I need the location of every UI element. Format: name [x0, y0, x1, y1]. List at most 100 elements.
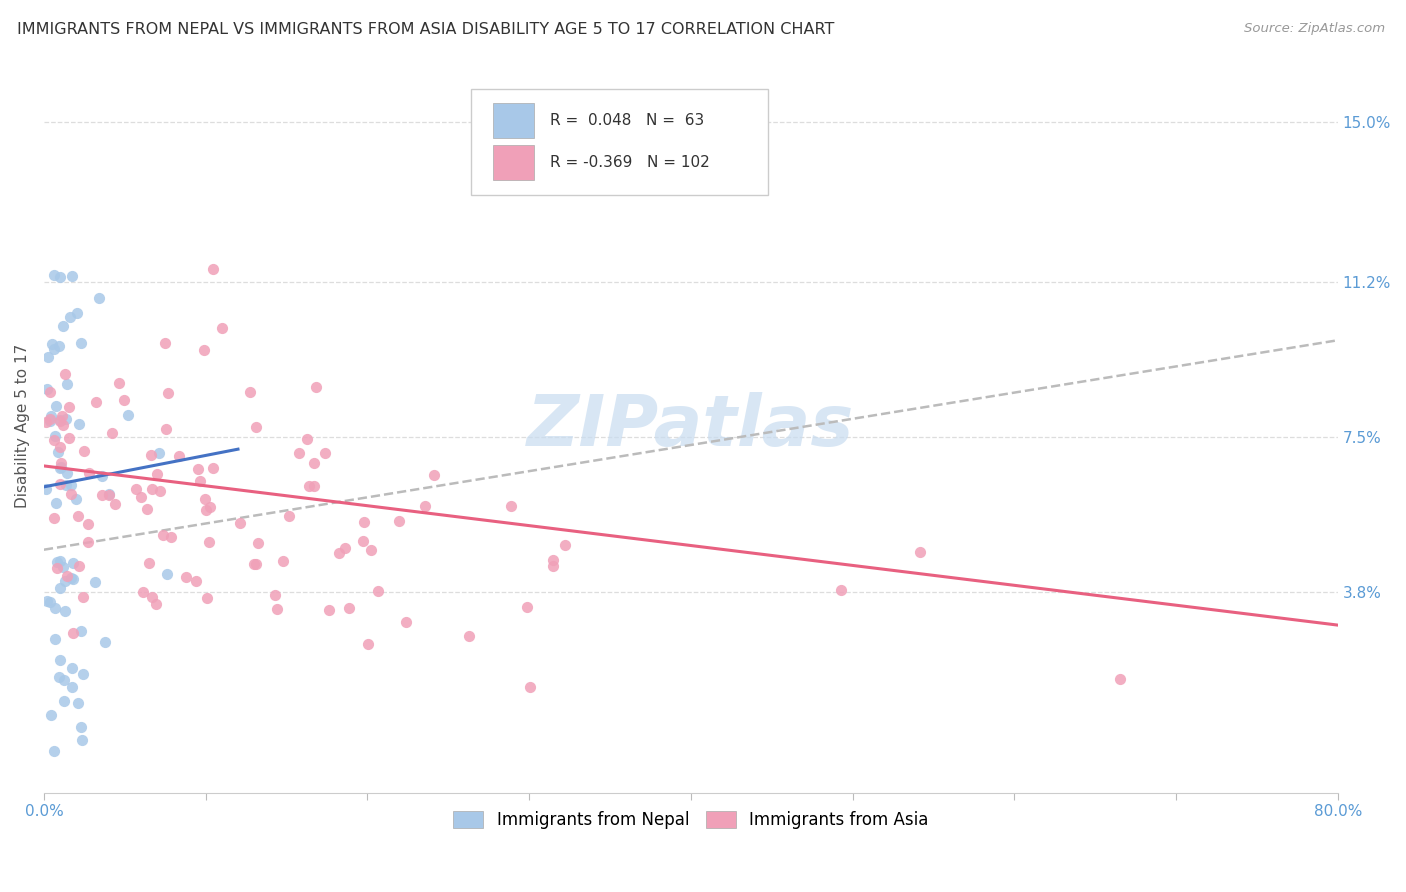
- Point: [278, 509, 301, 524]
- Point: [357, 637, 380, 651]
- Point: [55, 411, 77, 425]
- Point: [53, 367, 76, 381]
- Point: [238, 384, 260, 399]
- Point: [58, 400, 80, 414]
- Point: [53, 574, 76, 589]
- Text: ZIPatlas: ZIPatlas: [527, 392, 855, 460]
- Point: [193, 343, 215, 358]
- Point: [395, 615, 418, 630]
- Point: [149, 484, 172, 499]
- Text: R = -0.369   N = 102: R = -0.369 N = 102: [550, 154, 710, 169]
- Point: [908, 544, 931, 558]
- Point: [174, 570, 197, 584]
- Point: [302, 479, 325, 493]
- Point: [42, 268, 65, 283]
- Point: [247, 536, 270, 550]
- Point: [266, 602, 288, 616]
- Point: [271, 553, 294, 567]
- Point: [49, 477, 72, 491]
- Point: [132, 584, 155, 599]
- Point: [305, 379, 328, 393]
- Point: [328, 546, 350, 560]
- Point: [157, 386, 180, 401]
- Point: [44, 632, 66, 646]
- Point: [90, 488, 112, 502]
- Legend: Immigrants from Nepal, Immigrants from Asia: Immigrants from Nepal, Immigrants from A…: [447, 804, 935, 836]
- Point: [56, 569, 79, 583]
- Point: [360, 542, 382, 557]
- Point: [1108, 672, 1130, 686]
- Point: [37, 594, 59, 608]
- Point: [93, 635, 115, 649]
- Point: [49, 413, 72, 427]
- FancyBboxPatch shape: [471, 89, 769, 195]
- Point: [148, 446, 170, 460]
- Point: [388, 514, 411, 528]
- Point: [187, 462, 209, 476]
- Point: [42, 342, 65, 356]
- Point: [141, 483, 163, 497]
- Point: [499, 499, 522, 513]
- Point: [53, 694, 76, 708]
- Point: [108, 376, 131, 390]
- Point: [56, 376, 79, 391]
- Point: [59, 487, 82, 501]
- Point: [152, 528, 174, 542]
- Point: [35, 382, 58, 396]
- Point: [66, 306, 89, 320]
- Point: [58, 431, 80, 445]
- Point: [314, 446, 336, 460]
- Point: [45, 496, 67, 510]
- Point: [104, 497, 127, 511]
- Point: [41, 409, 63, 423]
- Point: [295, 432, 318, 446]
- Point: [76, 517, 98, 532]
- Point: [229, 516, 252, 530]
- Point: [264, 588, 287, 602]
- Bar: [494, 103, 534, 138]
- Point: [39, 412, 62, 426]
- Point: [60, 680, 83, 694]
- Point: [298, 478, 321, 492]
- Point: [34, 482, 56, 496]
- Point: [554, 538, 576, 552]
- Point: [84, 395, 107, 409]
- Point: [44, 744, 66, 758]
- Point: [46, 555, 69, 569]
- Point: [129, 491, 152, 505]
- Point: [45, 399, 67, 413]
- Point: [194, 492, 217, 507]
- Point: [49, 460, 72, 475]
- Point: [125, 483, 148, 497]
- Point: [52, 560, 75, 574]
- Point: [60, 571, 83, 585]
- Point: [48, 270, 70, 285]
- Point: [245, 557, 267, 571]
- Point: [198, 500, 221, 514]
- Point: [195, 591, 218, 605]
- Point: [49, 581, 72, 595]
- Point: [67, 417, 90, 431]
- Point: [73, 444, 96, 458]
- Point: [44, 429, 66, 443]
- Point: [37, 350, 59, 364]
- Point: [245, 419, 267, 434]
- Point: [38, 595, 60, 609]
- Point: [352, 534, 374, 549]
- Point: [66, 696, 89, 710]
- Point: [91, 469, 114, 483]
- Point: [70, 720, 93, 734]
- Point: [41, 336, 63, 351]
- Point: [67, 559, 90, 574]
- Point: [52, 319, 75, 334]
- Point: [138, 556, 160, 570]
- Point: [48, 339, 70, 353]
- Point: [188, 475, 211, 489]
- Point: [367, 584, 389, 599]
- Point: [413, 500, 436, 514]
- Point: [353, 515, 375, 529]
- Point: [77, 534, 100, 549]
- Point: [49, 440, 72, 454]
- Point: [457, 629, 479, 643]
- Point: [72, 590, 94, 604]
